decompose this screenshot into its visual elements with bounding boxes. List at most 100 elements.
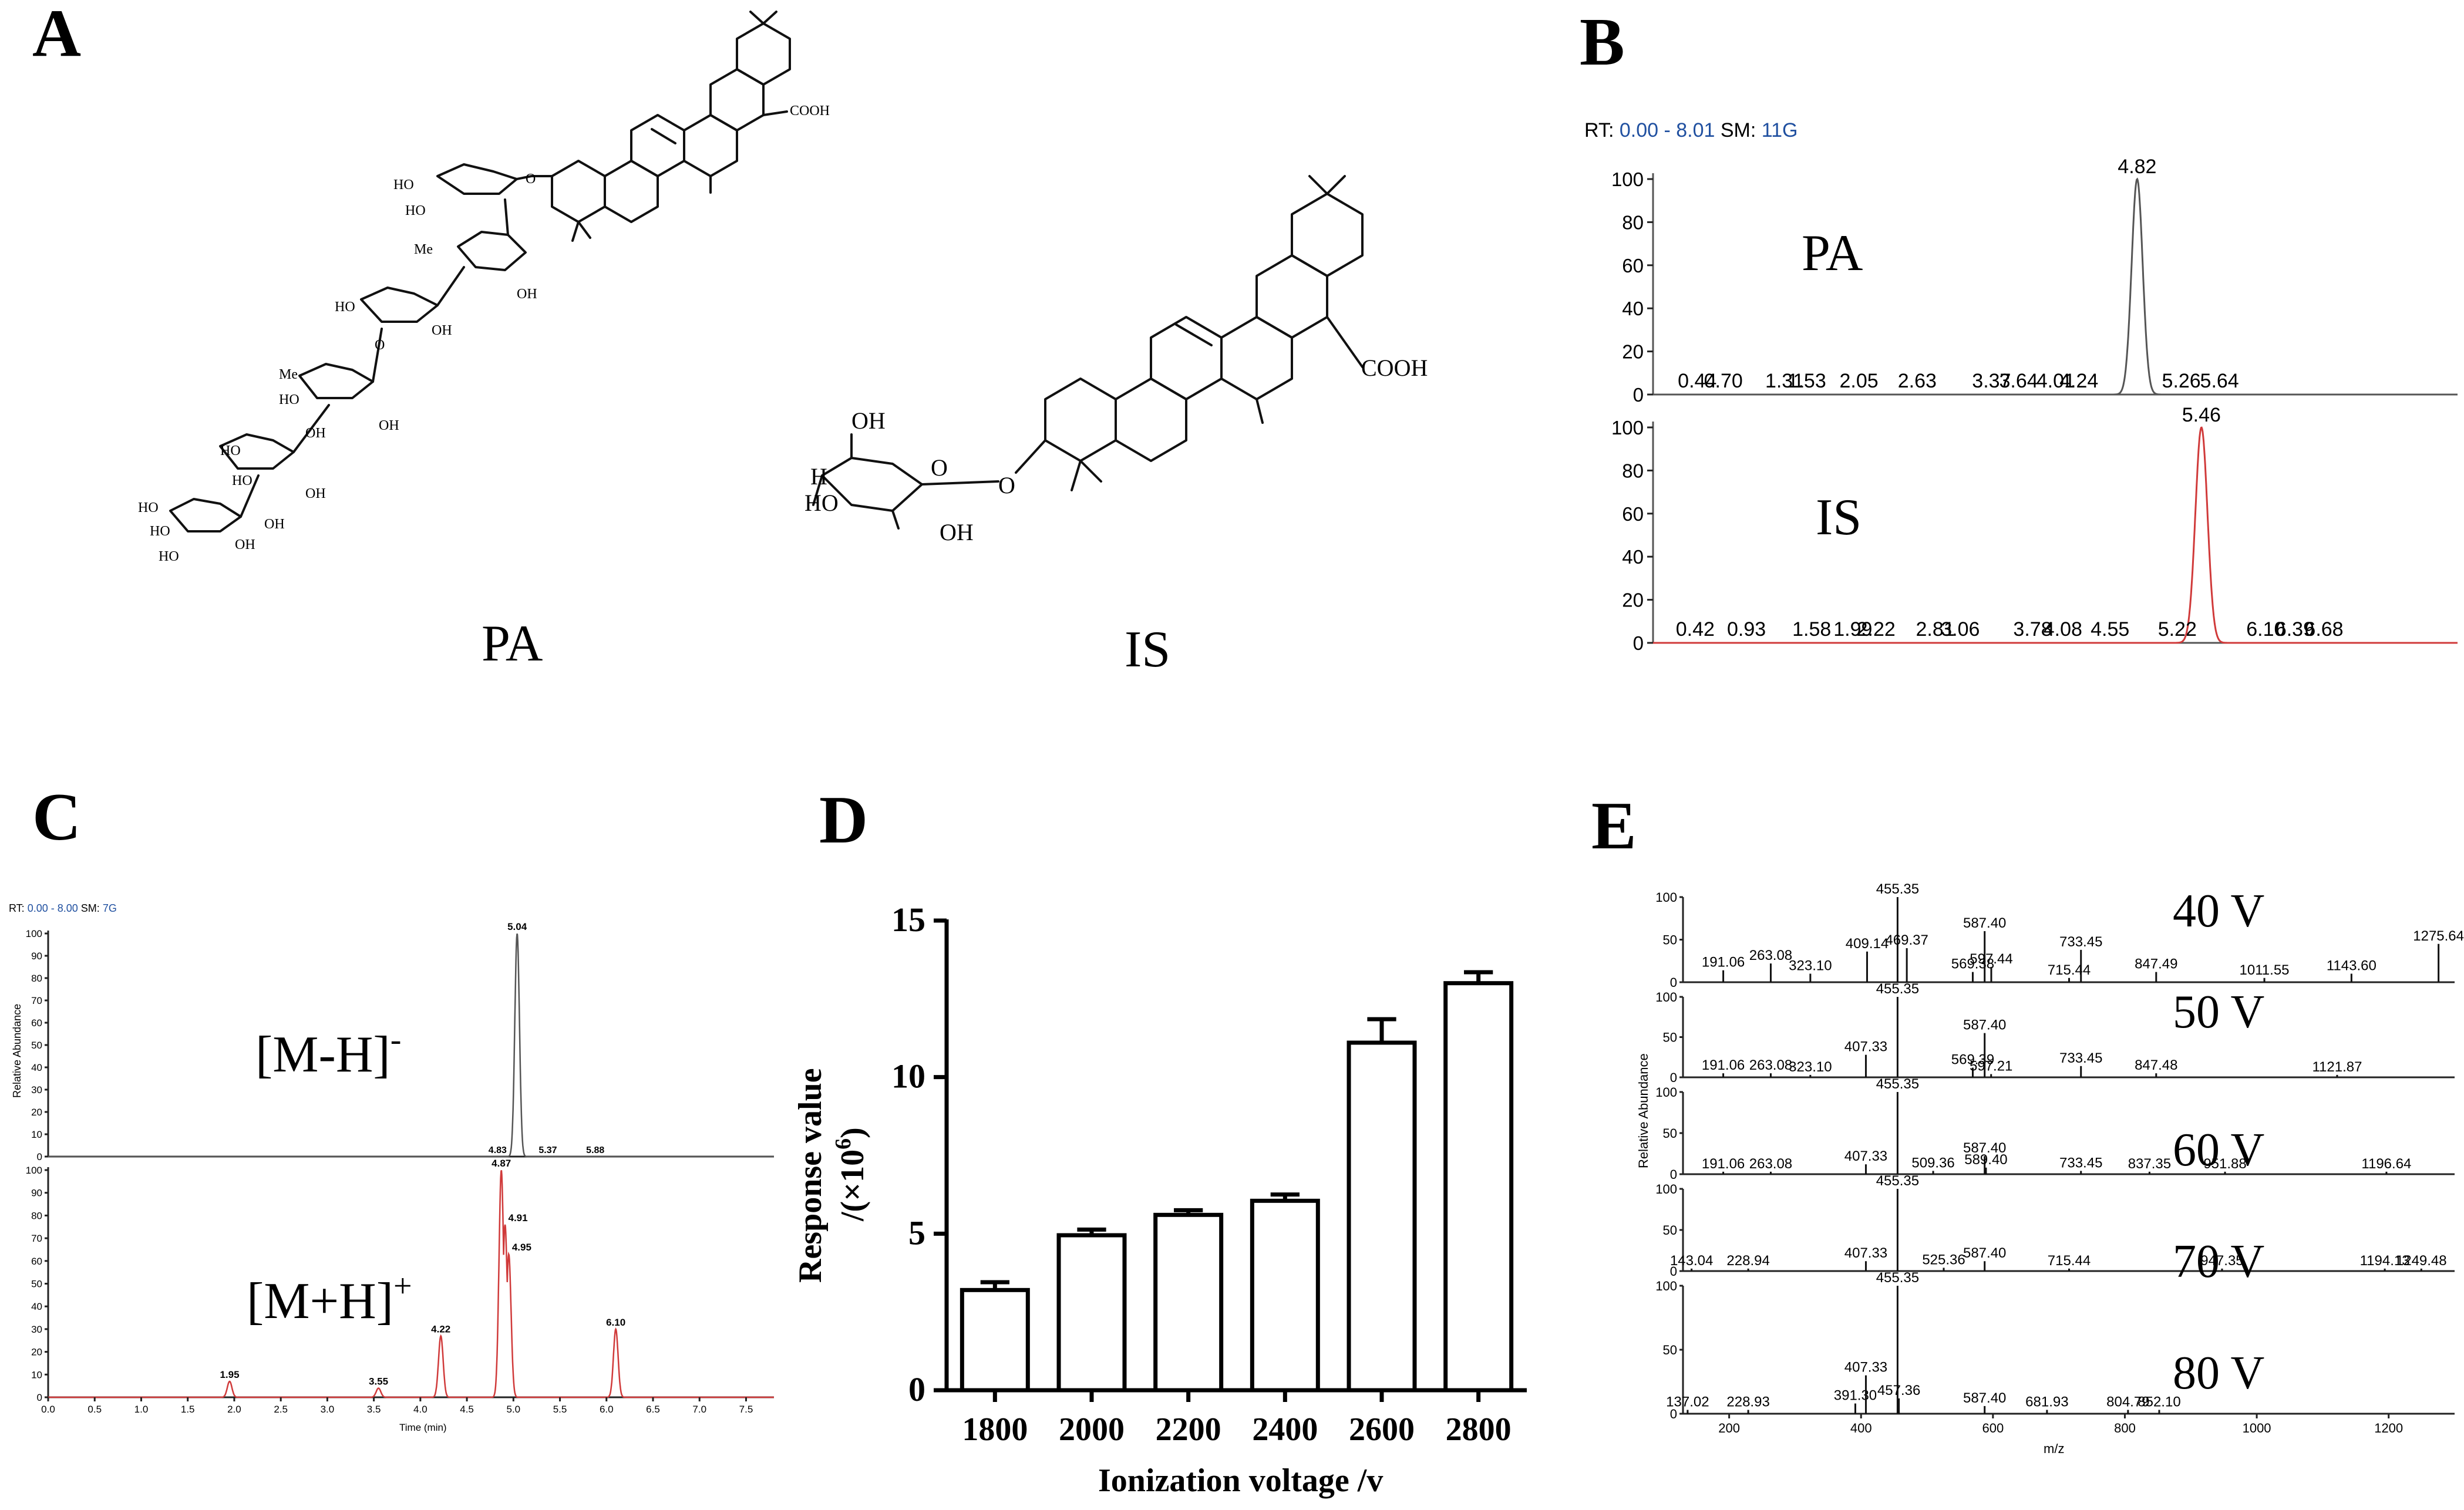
svg-text:HO: HO xyxy=(393,177,414,193)
svg-text:O: O xyxy=(375,338,385,353)
e-peak-label: 1121.87 xyxy=(2312,1059,2362,1075)
c-x-tick-label: 3.0 xyxy=(321,1404,335,1415)
e-x-tick-label: 400 xyxy=(1850,1421,1872,1435)
c-x-tick-label: 5.5 xyxy=(553,1404,567,1415)
c-y-tick-label: 50 xyxy=(31,1040,42,1051)
c-x-tick-label: 2.5 xyxy=(274,1404,288,1415)
e-peak-label: 597.44 xyxy=(1970,951,2012,967)
e-peak-label: 804.79 xyxy=(2106,1394,2149,1410)
c-peak-label: 4.87 xyxy=(492,1158,511,1169)
is-sugar xyxy=(812,433,999,530)
e-x-tick-label: 1000 xyxy=(2243,1421,2271,1435)
b-minor-peak-label: 4.01 xyxy=(2036,370,2075,392)
c-minor-peak-label: 4.83 xyxy=(489,1145,507,1155)
c-y-tick-label: 30 xyxy=(31,1324,42,1335)
e-y-tick-label: 50 xyxy=(1663,1030,1677,1045)
c-peak-label: 4.91 xyxy=(508,1212,527,1223)
e-y-tick-label: 50 xyxy=(1663,1343,1677,1357)
e-x-tick-label: 200 xyxy=(1718,1421,1740,1435)
b-y-tick-label: 60 xyxy=(1622,503,1644,525)
svg-text:HO: HO xyxy=(279,392,299,407)
b-minor-peak-label: 5.22 xyxy=(2158,618,2197,641)
b-y-tick-label: 100 xyxy=(1611,168,1644,190)
b-minor-peak-label: 6.10 xyxy=(2246,618,2285,641)
svg-text:HO: HO xyxy=(150,524,170,539)
c-peak-label: 4.95 xyxy=(512,1242,531,1253)
d-bar-2800 xyxy=(1443,981,1514,1393)
e-x-tick-label: 800 xyxy=(2114,1421,2136,1435)
c-minor-peak-label: 5.88 xyxy=(586,1145,604,1155)
e-peak-label: 391.30 xyxy=(1834,1388,1877,1404)
c-x-tick-label: 2.0 xyxy=(227,1404,241,1415)
c-y-tick-label: 40 xyxy=(31,1301,42,1312)
d-x-tick-label: 2200 xyxy=(1156,1411,1221,1448)
svg-text:Me: Me xyxy=(279,367,298,382)
e-peak-label: 191.06 xyxy=(1702,955,1745,970)
d-x-tick-label: 2600 xyxy=(1349,1411,1415,1448)
c-y-tick-label: 10 xyxy=(31,1129,42,1140)
e-y-tick-label: 50 xyxy=(1663,933,1677,948)
b-y-tick-label: 40 xyxy=(1622,298,1644,319)
d-x-tick-label: 2000 xyxy=(1059,1411,1125,1448)
e-peak-label: 569.39 xyxy=(1951,1052,1994,1068)
c-peak-label: 6.10 xyxy=(606,1317,625,1328)
e-peak-label: 409.14 xyxy=(1846,936,1889,952)
d-y-tick-label: 10 xyxy=(891,1057,925,1096)
e-peak-label: 715.44 xyxy=(2048,1253,2091,1269)
e-spectrum-name: 80 V xyxy=(2173,1347,2264,1399)
c-y-tick-label: 50 xyxy=(31,1279,42,1290)
b-minor-peak-label: 5.26 xyxy=(2162,370,2201,392)
b-minor-peak-label: 1.53 xyxy=(1788,370,1826,392)
d-x-tick-label: 2400 xyxy=(1252,1411,1318,1448)
b-series-name-pa: PA xyxy=(1802,225,1863,282)
svg-text:OH: OH xyxy=(379,418,399,433)
svg-text:OH: OH xyxy=(264,517,285,532)
e-y-tick-label: 0 xyxy=(1670,1167,1677,1182)
b-minor-peak-label: 5.64 xyxy=(2200,370,2239,392)
c-x-tick-label: 4.0 xyxy=(413,1404,428,1415)
e-peak-label: 455.35 xyxy=(1876,981,1919,997)
b-minor-peak-label: 2.63 xyxy=(1898,370,1937,392)
c-header: RT: 0.00 - 8.00 SM: 7G xyxy=(9,902,117,914)
e-y-tick-label: 100 xyxy=(1655,1279,1677,1293)
e-peak-label: 1275.64 xyxy=(2413,928,2464,944)
d-bar-2600 xyxy=(1347,1040,1417,1393)
c-y-tick-label: 0 xyxy=(37,1392,42,1403)
b-y-tick-label: 0 xyxy=(1633,384,1644,406)
e-spectrum-name: 70 V xyxy=(2173,1236,2264,1287)
d-y-tick-label: 15 xyxy=(891,901,925,939)
e-peak-label: 847.48 xyxy=(2135,1057,2177,1073)
svg-text:Me: Me xyxy=(414,242,433,257)
c-y-tick-label: 40 xyxy=(31,1062,42,1073)
e-peak-label: 137.02 xyxy=(1666,1394,1709,1410)
svg-text:O: O xyxy=(526,171,536,187)
d-x-tick-label: 2800 xyxy=(1446,1411,1512,1448)
svg-text:OH: OH xyxy=(851,407,886,434)
b-minor-peak-label: 4.24 xyxy=(2059,370,2098,392)
c-x-tick-label: 3.5 xyxy=(367,1404,381,1415)
b-y-tick-label: 20 xyxy=(1622,589,1644,611)
c-x-tick-label: 6.0 xyxy=(600,1404,614,1415)
e-peak-label: 837.35 xyxy=(2128,1156,2171,1172)
e-peak-label: 143.04 xyxy=(1670,1253,1713,1269)
b-minor-peak-label: 2.81 xyxy=(1916,618,1955,641)
e-peak-label: 228.94 xyxy=(1726,1253,1769,1269)
e-y-tick-label: 0 xyxy=(1670,1070,1677,1085)
b-trace-pa xyxy=(1653,177,2458,396)
e-peak-label: 263.08 xyxy=(1749,1057,1792,1073)
b-minor-peak-label: 0.44 xyxy=(1678,370,1716,392)
svg-text:H: H xyxy=(810,463,827,490)
svg-text:HO: HO xyxy=(804,490,839,516)
e-peak-label: 733.45 xyxy=(2059,1050,2102,1066)
c-y-tick-label: 60 xyxy=(31,1017,42,1029)
b-minor-peak-label: 2.22 xyxy=(1857,618,1896,641)
e-peak-label: 852.10 xyxy=(2138,1394,2180,1410)
panel-label-e: E xyxy=(1591,788,1637,863)
e-peak-label: 587.40 xyxy=(1963,1017,2006,1033)
b-minor-peak-label: 4.08 xyxy=(2044,618,2082,641)
panel-c-chromatogram: RT: 0.00 - 8.00 SM: 7G Relative Abundanc… xyxy=(9,902,774,1433)
c-y-tick-label: 10 xyxy=(31,1369,42,1380)
